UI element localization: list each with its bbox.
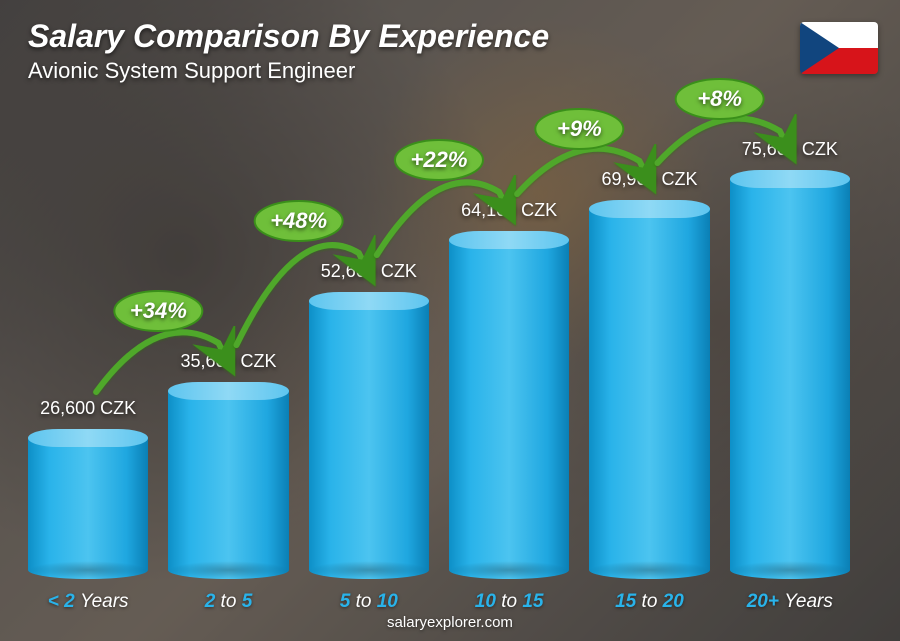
bar-3: 64,100 CZK10 to 15 [449, 200, 569, 579]
bar-value-label: 64,100 CZK [461, 200, 557, 221]
bar-cylinder [309, 292, 429, 579]
bar-category-label: < 2 Years [48, 591, 129, 613]
bar-5: 75,600 CZK20+ Years [730, 139, 850, 579]
bar-cylinder [730, 170, 850, 579]
pct-increase-label: +8% [697, 86, 742, 112]
pct-increase-label: +48% [270, 208, 327, 234]
bar-cylinder [168, 382, 288, 579]
bar-2: 52,600 CZK5 to 10 [309, 261, 429, 579]
bar-value-label: 26,600 CZK [40, 398, 136, 419]
bar-category-label: 5 to 10 [340, 591, 398, 613]
bar-cylinder [589, 200, 709, 579]
chart-container: Salary Comparison By Experience Avionic … [0, 0, 900, 641]
bar-category-label: 2 to 5 [205, 591, 253, 613]
bar-1: 35,600 CZK2 to 5 [168, 351, 288, 579]
bar-category-label: 20+ Years [747, 591, 833, 613]
pct-increase-label: +34% [130, 298, 187, 324]
bar-cylinder [28, 429, 148, 579]
bar-cylinder [449, 231, 569, 579]
bar-value-label: 35,600 CZK [180, 351, 276, 372]
pct-increase-label: +9% [557, 116, 602, 142]
bar-0: 26,600 CZK< 2 Years [28, 398, 148, 579]
chart-title: Salary Comparison By Experience [28, 18, 549, 55]
footer-attribution: salaryexplorer.com [0, 614, 900, 631]
bar-value-label: 69,900 CZK [601, 169, 697, 190]
pct-increase-label: +22% [411, 147, 468, 173]
bar-category-label: 15 to 20 [615, 591, 684, 613]
bar-value-label: 52,600 CZK [321, 261, 417, 282]
bar-category-label: 10 to 15 [475, 591, 544, 613]
chart-subtitle: Avionic System Support Engineer [28, 58, 355, 84]
country-flag-icon [800, 22, 878, 74]
bar-4: 69,900 CZK15 to 20 [589, 169, 709, 579]
bar-value-label: 75,600 CZK [742, 139, 838, 160]
